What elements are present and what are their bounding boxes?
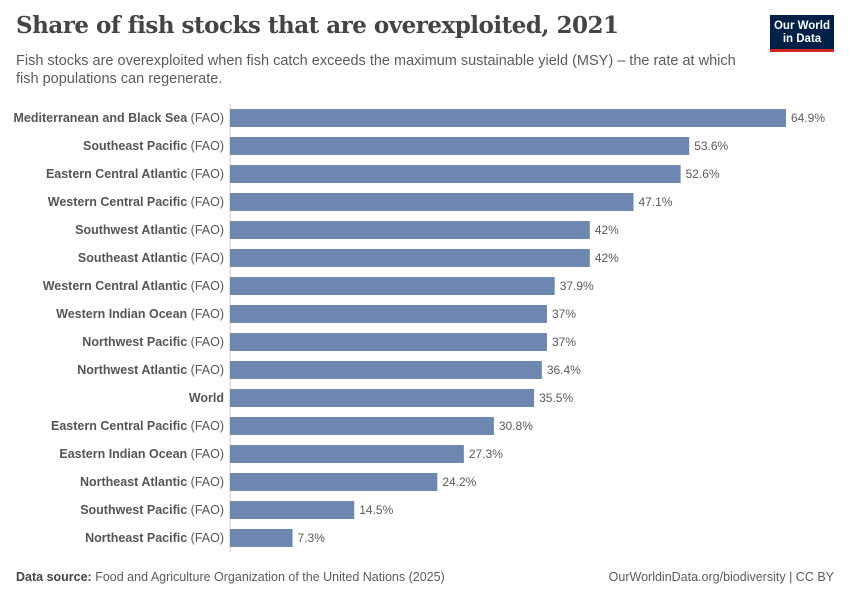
- category-label: Western Central Atlantic (FAO): [43, 279, 224, 293]
- value-label: 27.3%: [469, 447, 503, 461]
- value-label: 37.9%: [560, 279, 594, 293]
- value-label: 42%: [595, 251, 619, 265]
- bar[interactable]: [230, 473, 438, 491]
- category-label: Mediterranean and Black Sea (FAO): [14, 111, 225, 125]
- value-label: 47.1%: [639, 195, 673, 209]
- category-label: Eastern Indian Ocean (FAO): [59, 447, 224, 461]
- value-label: 35.5%: [539, 391, 573, 405]
- category-label: Southeast Pacific (FAO): [83, 139, 224, 153]
- value-label: 42%: [595, 223, 619, 237]
- category-label: Eastern Central Pacific (FAO): [51, 419, 224, 433]
- bar[interactable]: [230, 193, 634, 211]
- source-label: Data source:: [16, 570, 92, 584]
- bar[interactable]: [230, 109, 786, 127]
- value-label: 14.5%: [359, 503, 393, 517]
- chart-subtitle: Fish stocks are overexploited when fish …: [16, 53, 736, 87]
- value-label: 52.6%: [686, 167, 720, 181]
- category-label: Western Central Pacific (FAO): [48, 195, 224, 209]
- value-label: 37%: [552, 307, 576, 321]
- bar[interactable]: [230, 333, 547, 351]
- category-label: Northwest Atlantic (FAO): [77, 363, 224, 377]
- bar[interactable]: [230, 221, 590, 239]
- footer-link[interactable]: OurWorldinData.org/biodiversity | CC BY: [608, 570, 834, 584]
- bar[interactable]: [230, 417, 494, 435]
- bar[interactable]: [230, 389, 535, 407]
- bar[interactable]: [230, 137, 690, 155]
- bar[interactable]: [230, 305, 547, 323]
- category-label: World: [189, 391, 224, 405]
- logo-line1: Our World: [773, 20, 830, 32]
- category-label: Eastern Central Atlantic (FAO): [46, 167, 224, 181]
- bar[interactable]: [230, 501, 355, 519]
- chart-title: Share of fish stocks that are overexploi…: [16, 12, 619, 39]
- value-label: 36.4%: [547, 363, 581, 377]
- value-label: 30.8%: [499, 419, 533, 433]
- value-label: 37%: [552, 335, 576, 349]
- owid-logo[interactable]: Our World in Data: [770, 15, 834, 52]
- category-label: Southwest Pacific (FAO): [80, 503, 224, 517]
- category-label: Western Indian Ocean (FAO): [56, 307, 224, 321]
- logo-line2: in Data: [782, 33, 822, 45]
- value-label: 7.3%: [298, 531, 326, 545]
- value-label: 53.6%: [694, 139, 728, 153]
- bar[interactable]: [230, 249, 590, 267]
- category-label: Southeast Atlantic (FAO): [78, 251, 224, 265]
- category-label: Northeast Atlantic (FAO): [80, 475, 224, 489]
- bar[interactable]: [230, 165, 681, 183]
- value-label: 64.9%: [791, 111, 825, 125]
- bar[interactable]: [230, 445, 464, 463]
- bar[interactable]: [230, 361, 542, 379]
- bar[interactable]: [230, 529, 293, 547]
- data-source: Data source: Food and Agriculture Organi…: [16, 570, 445, 584]
- source-text: Food and Agriculture Organization of the…: [95, 570, 445, 584]
- category-label: Southwest Atlantic (FAO): [75, 223, 224, 237]
- category-label: Northeast Pacific (FAO): [85, 531, 224, 545]
- category-label: Northwest Pacific (FAO): [82, 335, 224, 349]
- value-label: 24.2%: [442, 475, 476, 489]
- bar[interactable]: [230, 277, 555, 295]
